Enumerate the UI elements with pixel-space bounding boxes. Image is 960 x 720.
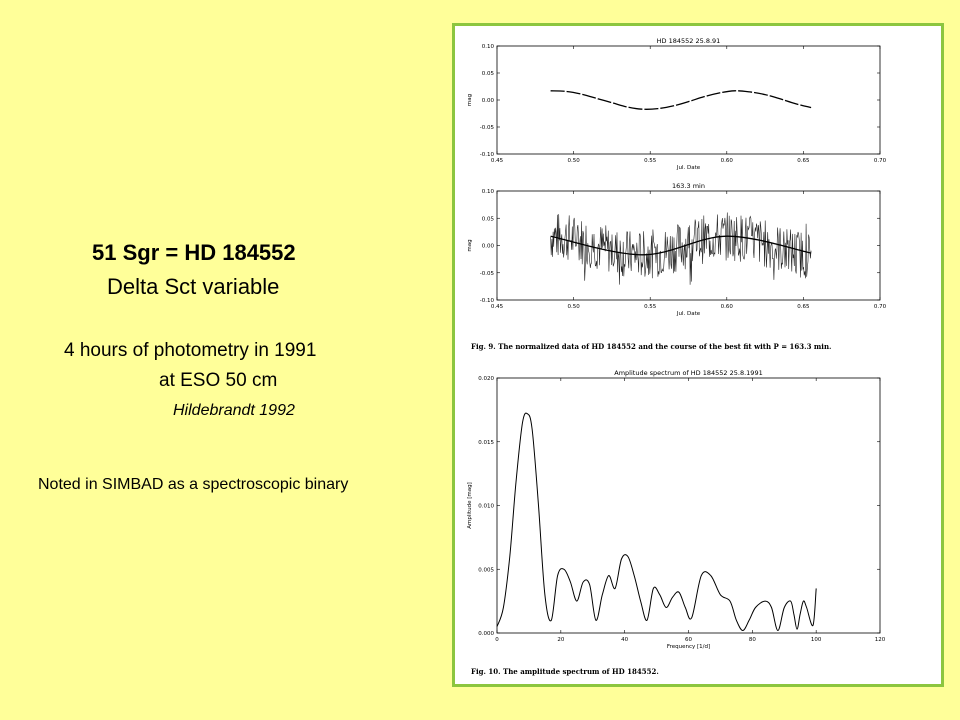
x-tick-label: 100 — [811, 637, 822, 643]
x-tick-label: 0.50 — [567, 158, 580, 164]
series-line — [496, 412, 817, 632]
y-tick-label: 0.05 — [482, 216, 495, 222]
y-tick-label: 0.10 — [482, 44, 495, 50]
y-tick-label: 0.000 — [478, 631, 494, 637]
y-tick-label: 0.00 — [482, 244, 495, 250]
x-tick-label: 0.65 — [797, 158, 810, 164]
series-line — [550, 90, 812, 110]
x-tick-label: 60 — [685, 637, 692, 643]
x-tick-label: 0.70 — [874, 304, 887, 310]
chart-title: HD 184552 25.8.91 — [657, 37, 721, 45]
series-line — [550, 235, 812, 256]
x-tick-label: 0.50 — [567, 304, 580, 310]
x-tick-label: 0.60 — [721, 158, 734, 164]
simbad-note: Noted in SIMBAD as a spectroscopic binar… — [38, 476, 349, 493]
photometry-note: 4 hours of photometry in 1991 — [64, 340, 317, 361]
x-tick-label: 0.55 — [644, 158, 657, 164]
x-tick-label: 120 — [875, 637, 886, 643]
y-tick-label: -0.05 — [480, 125, 495, 131]
x-tick-label: 0.60 — [721, 304, 734, 310]
amplitude-spectrum-chart: Amplitude spectrum of HD 184552 25.8.199… — [467, 369, 886, 650]
x-tick-label: 0 — [495, 637, 499, 643]
plot-frame — [496, 190, 881, 301]
x-tick-label: 0.55 — [644, 304, 657, 310]
x-tick-label: 0.65 — [797, 304, 810, 310]
x-tick-label: 0.70 — [874, 158, 887, 164]
telescope-note: at ESO 50 cm — [159, 370, 278, 391]
y-tick-label: 0.020 — [478, 376, 494, 382]
y-tick-label: 0.10 — [482, 189, 495, 195]
y-tick-label: 0.010 — [478, 504, 494, 510]
x-tick-label: 0.45 — [491, 304, 504, 310]
x-tick-label: 20 — [557, 637, 564, 643]
y-tick-label: 0.005 — [478, 567, 494, 573]
reference-note: Hildebrandt 1992 — [173, 402, 295, 419]
x-tick-label: 80 — [749, 637, 756, 643]
y-axis-label: Amplitude [mag] — [467, 482, 473, 528]
x-axis-label: Frequency [1/d] — [667, 644, 710, 650]
y-tick-label: 0.015 — [478, 440, 494, 446]
x-axis-label: Jul. Date — [676, 165, 701, 171]
x-tick-label: 40 — [621, 637, 628, 643]
y-tick-label: 0.00 — [482, 98, 495, 104]
y-tick-label: 0.05 — [482, 71, 495, 77]
slide-title: 51 Sgr = HD 184552 — [92, 240, 296, 265]
figure-9-caption: Fig. 9. The normalized data of HD 184552… — [471, 342, 832, 351]
lightcurve-data-chart: 163.3 min 0.45 0.50 0.55 0.60 0.65 0.70 0.10 0.0… — [467, 182, 887, 317]
lightcurve-fit-chart: HD 184552 25.8.91 0.45 0.50 0.55 0.60 0.65 0.7… — [467, 37, 887, 171]
y-tick-label: -0.10 — [480, 152, 495, 158]
figure-panel: HD 184552 25.8.91 0.45 0.50 0.55 0.60 0.65 0.7… — [452, 23, 944, 687]
y-tick-label: -0.05 — [480, 271, 495, 277]
figure-svg: HD 184552 25.8.91 0.45 0.50 0.55 0.60 0.65 0.7… — [467, 37, 887, 676]
data-series-line — [550, 212, 812, 285]
figure-10-caption: Fig. 10. The amplitude spectrum of HD 18… — [471, 667, 659, 676]
y-tick-label: -0.10 — [480, 298, 495, 304]
x-tick-label: 0.45 — [491, 158, 504, 164]
plot-frame — [496, 45, 881, 155]
chart-title: 163.3 min — [672, 182, 705, 190]
plot-frame — [496, 377, 881, 634]
y-axis-label: mag — [467, 94, 473, 106]
chart-title: Amplitude spectrum of HD 184552 25.8.199… — [614, 369, 762, 377]
slide-subtitle: Delta Sct variable — [107, 274, 280, 299]
x-axis-label: Jul. Date — [676, 311, 701, 317]
y-axis-label: mag — [467, 239, 473, 251]
